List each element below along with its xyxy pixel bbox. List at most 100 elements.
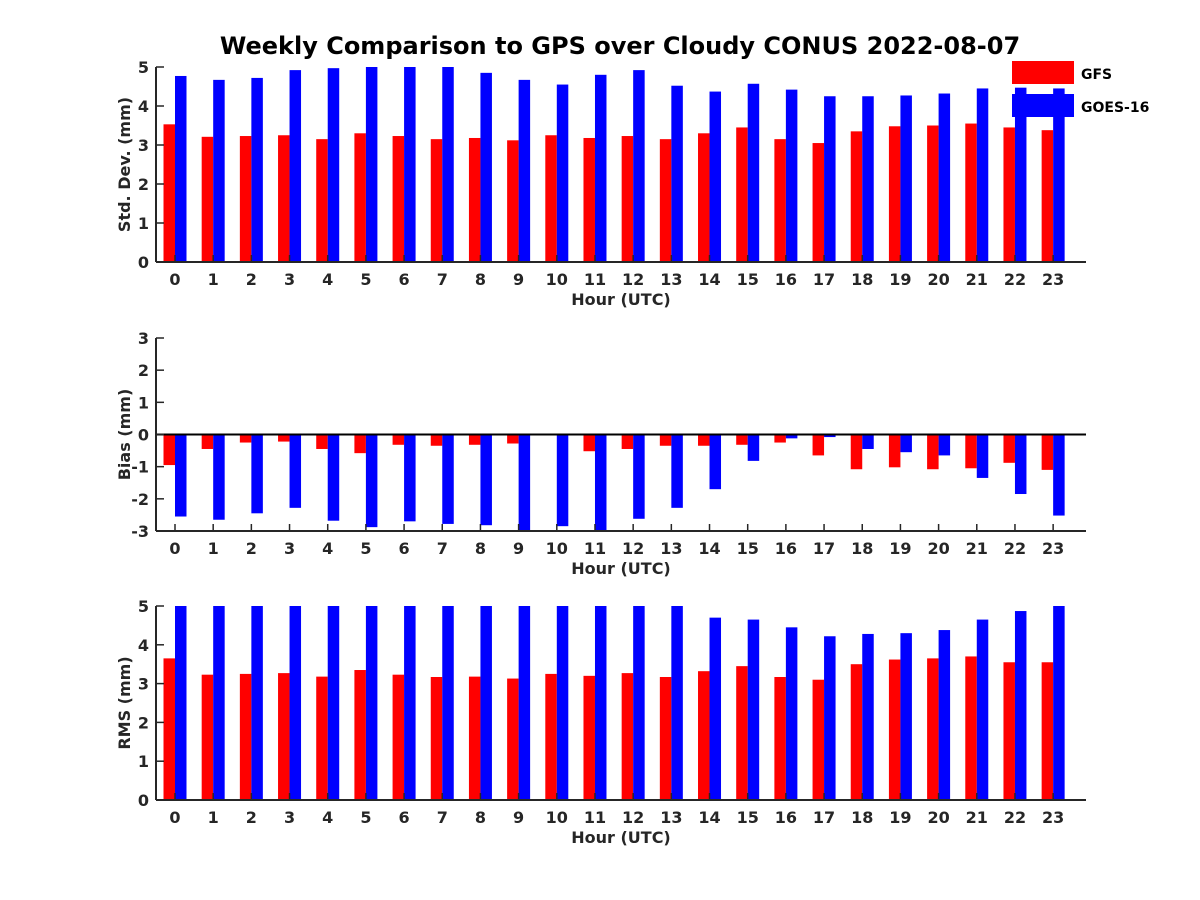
bar-gfs-hour-15 [736,434,748,445]
bar-goes-16-hour-0 [175,75,187,262]
bar-gfs-hour-2 [239,673,252,800]
bar-goes-16-hour-17 [824,636,836,800]
bar-goes-16-hour-18 [862,434,874,449]
bar-goes-16-hour-2 [251,434,263,514]
bar-gfs-hour-18 [850,131,863,262]
bar-goes-16-hour-7 [442,67,454,262]
x-tick-label: 12 [622,539,644,558]
x-tick-label: 19 [889,808,911,827]
legend-swatch-goes-16 [1012,94,1074,117]
x-tick-label: 3 [284,539,295,558]
bar-goes-16-hour-21 [976,88,989,262]
bar-goes-16-hour-20 [938,93,951,263]
y-axis-label: RMS (mm) [115,656,134,749]
bar-goes-16-hour-11 [594,74,607,262]
y-tick-label: 3 [138,675,149,694]
bar-goes-16-hour-4 [327,434,340,521]
x-axis-label: Hour (UTC) [571,828,671,847]
x-tick-label: 21 [966,539,988,558]
bar-gfs-hour-17 [812,434,825,456]
bar-goes-16-hour-1 [213,434,225,520]
bar-goes-16-hour-0 [175,606,187,800]
bar-gfs-hour-14 [698,434,710,446]
legend: GFS GOES-16 [1012,61,1149,117]
x-tick-label: 15 [737,539,759,558]
y-axis-label: Bias (mm) [115,389,134,481]
bar-goes-16-hour-6 [404,606,416,800]
bar-gfs-hour-11 [583,675,595,800]
x-tick-label: 13 [660,539,682,558]
bar-goes-16-hour-11 [594,434,607,531]
x-tick-label: 5 [360,539,371,558]
x-tick-label: 16 [775,808,797,827]
x-tick-label: 10 [546,808,568,827]
bar-goes-16-hour-20 [938,434,951,456]
bar-gfs-hour-19 [888,126,901,262]
x-tick-label: 9 [513,808,524,827]
x-tick-label: 11 [584,808,606,827]
bar-goes-16-hour-22 [1014,611,1027,800]
bar-gfs-hour-22 [1003,434,1015,463]
x-tick-label: 0 [169,808,180,827]
x-tick-label: 17 [813,270,835,289]
bar-goes-16-hour-8 [480,434,492,526]
x-tick-label: 23 [1042,539,1064,558]
y-tick-label: -3 [131,522,149,541]
bar-gfs-hour-16 [774,677,786,800]
x-tick-label: 12 [622,808,644,827]
y-tick-label: 1 [138,393,149,412]
x-tick-label: 18 [851,808,873,827]
bar-goes-16-hour-5 [365,606,378,800]
bar-gfs-hour-14 [698,133,710,262]
bar-gfs-hour-14 [698,671,710,800]
bar-gfs-hour-20 [927,125,939,262]
x-tick-label: 5 [360,808,371,827]
y-tick-label: 3 [138,329,149,348]
bar-goes-16-hour-8 [480,606,492,800]
x-tick-label: 23 [1042,808,1064,827]
bar-gfs-hour-13 [659,677,672,800]
bar-gfs-hour-23 [1041,434,1054,470]
bar-goes-16-hour-21 [976,619,989,800]
bar-gfs-hour-9 [507,678,519,800]
bar-goes-16-hour-4 [327,606,340,800]
bar-gfs-hour-13 [659,434,672,446]
x-tick-label: 12 [622,270,644,289]
x-tick-label: 14 [698,539,720,558]
bar-gfs-hour-11 [583,434,595,452]
x-tick-label: 19 [889,270,911,289]
x-tick-label: 6 [399,539,410,558]
x-tick-label: 1 [208,270,219,289]
bar-gfs-hour-10 [545,135,557,262]
bar-goes-16-hour-2 [251,77,263,262]
bar-gfs-hour-23 [1041,130,1054,262]
x-tick-label: 7 [437,539,448,558]
bar-goes-16-hour-0 [175,434,187,517]
bar-gfs-hour-16 [774,139,786,262]
bar-goes-16-hour-15 [747,83,760,263]
bar-goes-16-hour-6 [404,434,416,522]
bar-goes-16-hour-13 [671,434,683,508]
bar-goes-16-hour-8 [480,72,492,262]
y-tick-label: 3 [138,136,149,155]
x-tick-label: 10 [546,270,568,289]
y-tick-label: 4 [138,636,149,655]
bar-gfs-hour-4 [316,139,328,262]
bar-gfs-hour-17 [812,679,825,800]
bar-goes-16-hour-14 [709,617,722,800]
y-axis-label: Std. Dev. (mm) [115,97,134,232]
bar-gfs-hour-0 [163,124,175,262]
bar-gfs-hour-4 [316,434,328,449]
bar-goes-16-hour-13 [671,606,683,800]
bar-goes-16-hour-7 [442,606,454,800]
x-tick-label: 16 [775,270,797,289]
x-tick-label: 1 [208,539,219,558]
bar-gfs-hour-22 [1003,127,1015,262]
bar-goes-16-hour-12 [633,434,645,519]
bar-gfs-hour-20 [927,434,939,470]
bar-gfs-hour-2 [239,434,252,443]
x-tick-label: 8 [475,539,486,558]
x-tick-label: 4 [322,539,333,558]
bar-goes-16-hour-19 [900,434,912,453]
